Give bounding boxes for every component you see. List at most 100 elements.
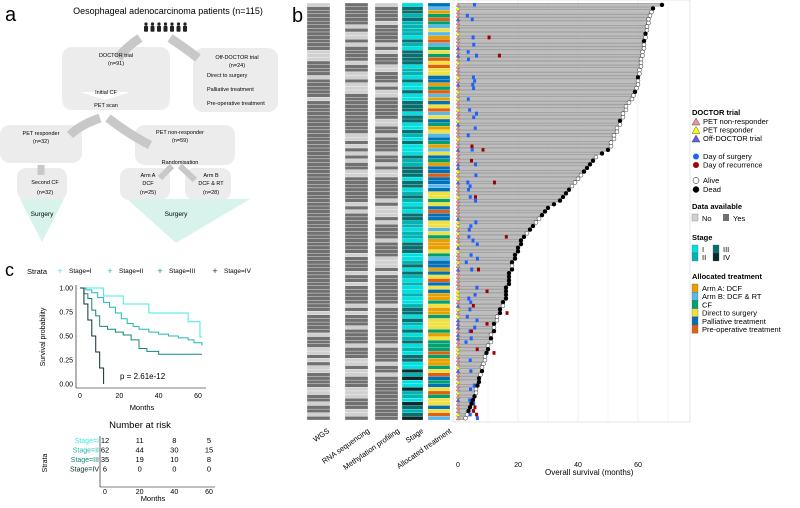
heatmap-cell: [344, 202, 369, 207]
alive-marker: [500, 303, 506, 308]
heatmap-cell: [374, 318, 399, 323]
surgery-marker: [465, 314, 469, 319]
recurrence-marker: [504, 235, 508, 239]
heatmap-cell-treatment: [427, 401, 451, 406]
heatmap-cell-stage: [401, 231, 424, 236]
heatmap-cell: [344, 379, 369, 384]
heatmap-cell: [374, 28, 399, 33]
dot-icon: [693, 162, 699, 168]
x-tick-label: 40: [574, 462, 582, 469]
heatmap-cell-treatment: [427, 53, 451, 58]
heatmap-cell: [306, 82, 331, 87]
y-tick-label: 0.75: [59, 310, 73, 317]
survival-bar: [457, 43, 645, 47]
risk-value: 35: [101, 455, 109, 464]
heatmap-cell: [344, 118, 369, 123]
heatmap-cell: [374, 289, 399, 294]
heatmap-cell: [344, 274, 369, 279]
heatmap-cell: [306, 340, 331, 345]
alive-marker: [646, 20, 651, 26]
heatmap-cell: [306, 390, 331, 395]
heatmap-cell: [344, 350, 369, 355]
heatmap-cell-stage: [401, 35, 424, 40]
heatmap-cell: [374, 60, 399, 65]
heatmap-cell-stage: [401, 238, 424, 243]
heatmap-cell: [306, 369, 331, 374]
pet-nonresponder-box: [135, 125, 235, 165]
heatmap-cell: [374, 184, 399, 189]
heatmap-cell: [306, 267, 331, 272]
dot-icon: [693, 153, 699, 160]
surgery-marker: [475, 285, 479, 290]
survival-bar: [457, 28, 648, 32]
survival-bar: [457, 57, 642, 61]
heatmap-cell: [344, 412, 369, 417]
heatmap-cell: [306, 253, 331, 257]
heatmap-cell: [374, 242, 399, 247]
heatmap-cell: [374, 361, 399, 366]
heatmap-cell-stage: [401, 347, 424, 352]
recurrence-marker: [469, 158, 473, 163]
heatmap-cell: [306, 39, 331, 44]
heatmap-cell: [306, 129, 331, 134]
heatmap-cell: [374, 126, 399, 131]
x-tick-label: 40: [170, 489, 178, 496]
alive-marker: [641, 42, 647, 47]
pet-nonresponder-title: PET non-responder: [156, 130, 204, 136]
survival-bar: [457, 68, 640, 72]
heatmap-cell-stage: [401, 336, 424, 341]
heatmap-cell-treatment: [427, 332, 451, 337]
dead-marker: [512, 256, 518, 261]
survival-bar: [457, 10, 652, 14]
alive-marker: [478, 372, 483, 377]
column-label: Methylation profiling: [341, 426, 401, 472]
heatmap-cell: [374, 256, 399, 261]
alive-marker: [533, 220, 539, 225]
alive-marker: [464, 412, 470, 417]
dead-marker: [470, 397, 476, 403]
risk-y-label: Strata: [42, 454, 49, 473]
survival-bar: [457, 267, 513, 272]
heatmap-cell: [306, 354, 331, 359]
heatmap-cell: [306, 195, 331, 199]
dead-marker: [643, 31, 648, 37]
heatmap-cell-stage: [401, 209, 424, 214]
heatmap-cell: [374, 89, 399, 94]
heatmap-cell-stage: [401, 17, 424, 22]
heatmap-cell: [374, 209, 399, 214]
legend-item: Arm A: DCF: [702, 284, 742, 293]
alive-marker: [488, 339, 494, 345]
heatmap-cell-stage: [401, 234, 424, 239]
swatch-icon: [691, 244, 699, 254]
heatmap-cell: [374, 122, 399, 127]
heatmap-cell: [306, 296, 331, 301]
heatmap-cell: [344, 13, 369, 18]
surgery-label: Surgery: [165, 211, 189, 218]
heatmap-cell: [344, 140, 369, 145]
heatmap-cell-treatment: [427, 71, 451, 76]
survival-bar: [457, 209, 546, 214]
heatmap-cell: [306, 387, 331, 392]
heatmap-cell: [374, 234, 399, 239]
x-tick-label: 60: [205, 489, 213, 496]
heatmap-cell: [374, 195, 399, 199]
heatmap-cell: [344, 220, 369, 225]
surgery-marker: [469, 300, 473, 304]
heatmap-cell-treatment: [427, 158, 451, 163]
heatmap-cell-stage: [401, 271, 424, 276]
heatmap-cell-stage: [401, 100, 424, 105]
alive-marker: [611, 136, 617, 142]
surgery-marker: [470, 267, 474, 272]
survival-bar: [457, 275, 510, 279]
heatmap-cell: [374, 78, 399, 83]
heatmap-cell: [374, 383, 399, 388]
swatch-icon: [691, 316, 699, 326]
heatmap-cell-treatment: [427, 292, 451, 297]
off-doctor-n: (n=24): [229, 63, 245, 69]
survival-bar: [457, 86, 637, 90]
alive-marker: [644, 27, 650, 33]
heatmap-cell-stage: [401, 369, 424, 373]
surgery-marker: [474, 162, 478, 167]
heatmap-cell: [344, 100, 369, 105]
x-tick-label: 0: [456, 462, 460, 469]
